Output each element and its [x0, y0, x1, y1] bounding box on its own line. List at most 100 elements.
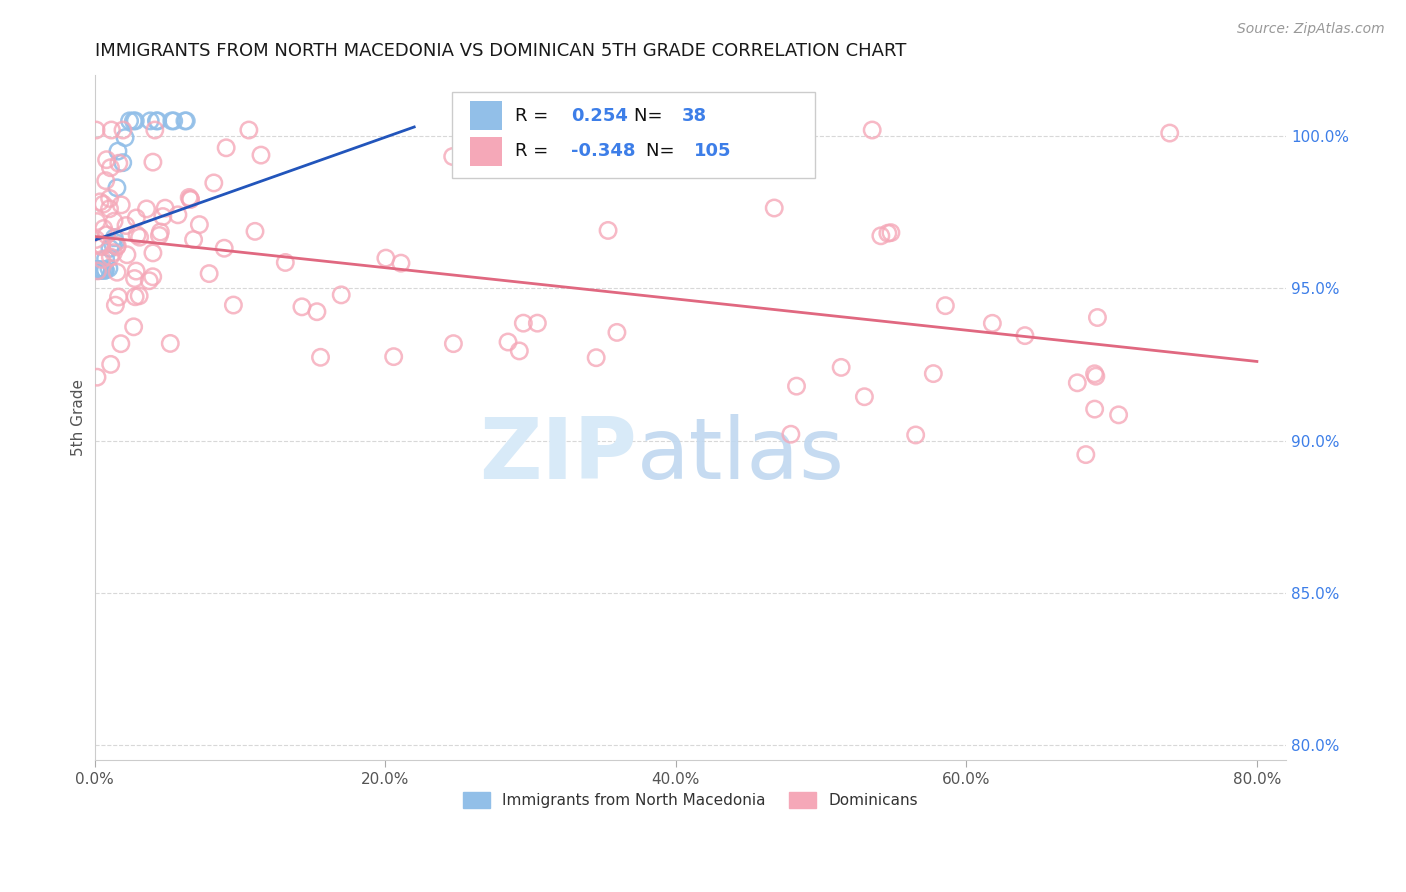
- Text: atlas: atlas: [637, 414, 845, 497]
- Point: [86, 263, 108, 277]
- Text: ZIP: ZIP: [479, 414, 637, 497]
- Point: [934, 299, 956, 313]
- Point: [876, 226, 898, 240]
- Point: [138, 274, 160, 288]
- Point: [389, 256, 412, 270]
- Point: [159, 336, 181, 351]
- Point: [86, 370, 108, 384]
- Point: [122, 114, 145, 128]
- Point: [89, 263, 111, 277]
- Point: [305, 304, 328, 318]
- Point: [981, 316, 1004, 330]
- Point: [180, 193, 202, 207]
- FancyBboxPatch shape: [470, 136, 502, 166]
- Point: [274, 255, 297, 269]
- Point: [250, 148, 273, 162]
- Point: [512, 316, 534, 330]
- Point: [103, 231, 125, 245]
- Point: [87, 263, 110, 277]
- Point: [143, 123, 166, 137]
- Point: [374, 251, 396, 265]
- Point: [1159, 126, 1181, 140]
- Point: [1108, 408, 1130, 422]
- Point: [89, 194, 111, 209]
- Text: R =: R =: [515, 107, 554, 125]
- Point: [84, 232, 107, 246]
- Point: [122, 319, 145, 334]
- Point: [111, 123, 134, 137]
- Point: [139, 114, 162, 128]
- Point: [115, 248, 138, 262]
- Text: Source: ZipAtlas.com: Source: ZipAtlas.com: [1237, 22, 1385, 37]
- Point: [105, 240, 128, 254]
- Point: [904, 428, 927, 442]
- Point: [90, 263, 112, 277]
- Text: N=: N=: [647, 142, 681, 161]
- Text: N=: N=: [634, 107, 668, 125]
- Point: [128, 230, 150, 244]
- Point: [87, 263, 110, 277]
- Text: R =: R =: [515, 142, 554, 161]
- Point: [291, 300, 314, 314]
- Point: [179, 190, 201, 204]
- Point: [91, 252, 114, 267]
- Point: [148, 228, 170, 243]
- Point: [104, 298, 127, 312]
- Point: [212, 241, 235, 255]
- Point: [101, 237, 124, 252]
- Point: [830, 360, 852, 375]
- Point: [142, 246, 165, 260]
- Point: [585, 351, 607, 365]
- Point: [243, 224, 266, 238]
- Point: [1066, 376, 1088, 390]
- Point: [118, 114, 141, 128]
- Point: [1083, 367, 1105, 381]
- Point: [222, 298, 245, 312]
- Point: [922, 367, 945, 381]
- Point: [1087, 310, 1109, 325]
- FancyBboxPatch shape: [470, 101, 502, 130]
- Point: [87, 263, 110, 277]
- Point: [763, 201, 786, 215]
- Point: [1084, 402, 1107, 417]
- Point: [90, 238, 112, 252]
- Point: [167, 208, 190, 222]
- Point: [90, 240, 112, 254]
- Point: [125, 264, 148, 278]
- Point: [145, 114, 167, 128]
- Point: [174, 114, 197, 128]
- Point: [526, 316, 548, 330]
- Point: [163, 114, 186, 128]
- Point: [880, 226, 903, 240]
- Text: IMMIGRANTS FROM NORTH MACEDONIA VS DOMINICAN 5TH GRADE CORRELATION CHART: IMMIGRANTS FROM NORTH MACEDONIA VS DOMIN…: [94, 42, 905, 60]
- Point: [91, 197, 114, 211]
- Point: [508, 343, 530, 358]
- Point: [179, 192, 201, 206]
- Text: 38: 38: [682, 107, 707, 125]
- Point: [98, 241, 121, 255]
- Point: [94, 252, 117, 266]
- Point: [86, 214, 108, 228]
- Point: [853, 390, 876, 404]
- Point: [183, 233, 205, 247]
- Point: [100, 161, 122, 175]
- Point: [238, 123, 260, 137]
- Point: [86, 263, 108, 277]
- Point: [107, 144, 129, 158]
- Point: [188, 218, 211, 232]
- Point: [86, 263, 108, 277]
- Point: [100, 357, 122, 371]
- Point: [142, 269, 165, 284]
- Point: [98, 202, 121, 216]
- Point: [124, 114, 146, 128]
- Point: [1074, 448, 1097, 462]
- Point: [86, 263, 108, 277]
- Point: [115, 219, 138, 233]
- Point: [94, 263, 117, 277]
- Point: [98, 191, 121, 205]
- Point: [104, 235, 127, 250]
- Text: 0.254: 0.254: [571, 107, 628, 125]
- Point: [441, 336, 464, 351]
- Point: [110, 336, 132, 351]
- Point: [96, 153, 118, 167]
